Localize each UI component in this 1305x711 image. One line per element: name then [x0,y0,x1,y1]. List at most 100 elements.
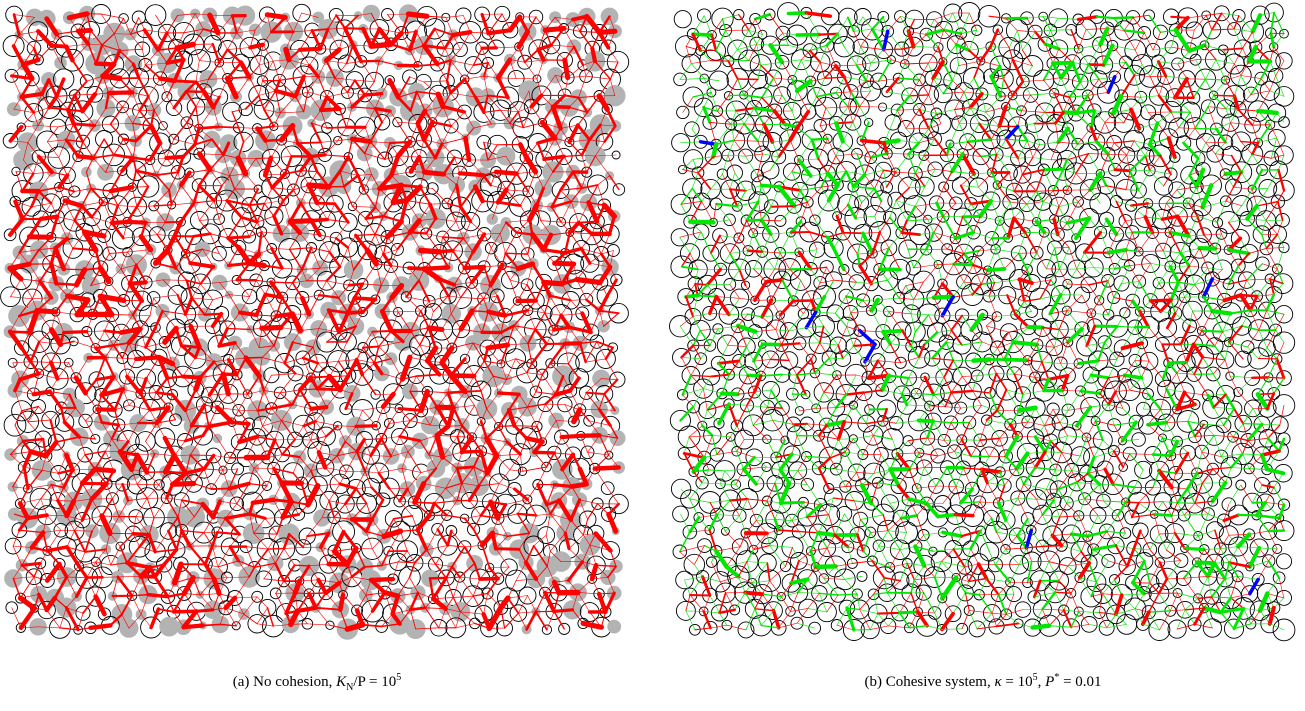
contact-force [459,576,474,597]
contact-force [315,387,342,392]
contact-force [153,204,173,207]
contact-force [536,47,546,62]
contact-force [423,80,448,83]
contact-force [270,157,286,175]
particle [526,358,538,370]
contact-force [513,425,538,427]
contact-force [77,612,84,631]
contact-force [275,580,285,594]
particle [673,10,692,29]
particle [568,116,587,135]
particle [313,228,326,242]
contact-force [38,214,60,222]
contact-force [283,546,304,549]
particle [450,196,472,218]
contact-force [450,30,473,38]
contact-force [361,623,383,628]
particle [505,348,527,370]
contact-force [397,406,423,412]
contact-force [487,32,497,49]
contact-force [258,80,263,96]
contact-force [397,155,412,172]
contact-force [458,308,475,332]
contact-force [173,121,188,140]
contact-force [227,216,243,239]
contact-force [179,201,196,224]
contact-force [446,514,466,520]
particle [606,244,620,257]
contact-force [302,535,308,548]
contact-force [457,171,486,178]
contact-force [352,296,378,302]
contact-force [451,249,466,269]
particle [248,427,266,446]
contact-force [483,593,488,615]
contact-force [320,140,339,143]
contact-force [534,312,546,330]
contact-force [355,233,376,237]
particle [54,181,65,193]
contact-force [159,142,167,159]
contact-force [601,202,618,219]
contact-force [362,263,377,285]
particle [10,267,33,291]
contact-force [92,466,117,474]
contact-force [518,46,526,63]
contact-force [75,154,96,161]
particle [292,3,311,23]
contact-force [361,373,377,396]
contact-force [527,309,546,314]
contact-force [533,327,549,346]
contact-force [193,44,200,61]
particle [261,176,284,199]
contact-force [248,64,260,78]
particle [131,227,151,247]
particle [507,101,529,123]
contact-force [418,139,425,158]
contact-force [190,424,210,428]
contact-force [197,168,212,187]
contact-force [146,592,170,599]
particle [195,396,214,414]
contact-force [437,63,448,82]
particle [517,54,533,70]
contact-force [344,14,359,30]
contact-force [95,407,117,412]
contact-force [525,610,538,631]
particle [568,367,590,389]
particle [529,385,543,399]
particle [102,143,126,167]
contact-force [338,27,346,50]
contact-force [432,121,443,145]
particle [45,85,68,108]
contact-force [460,449,483,454]
contact-force [46,549,61,566]
contact-force [421,169,447,177]
contact-force [279,373,296,394]
contact-force [318,107,342,113]
particle [549,304,573,327]
contact-force [199,265,215,285]
contact-force [469,500,492,503]
particle [277,194,290,207]
contact-force [608,174,620,191]
contact-force [230,420,251,426]
contact-force [606,511,619,534]
contact-force [559,433,583,440]
contact-force [236,32,251,48]
particle [5,5,23,24]
particle [345,71,364,90]
contact-force [535,610,548,631]
contact-force [471,421,482,438]
contact-force [133,355,162,362]
contact-force [441,329,453,349]
contact-force [90,200,105,219]
contact-force [309,405,329,411]
particle [402,413,418,429]
contact-force [37,107,50,127]
contact-force [301,294,320,299]
particle [144,4,167,26]
particle [239,36,261,59]
particle [536,368,549,381]
contact-force [500,109,519,113]
